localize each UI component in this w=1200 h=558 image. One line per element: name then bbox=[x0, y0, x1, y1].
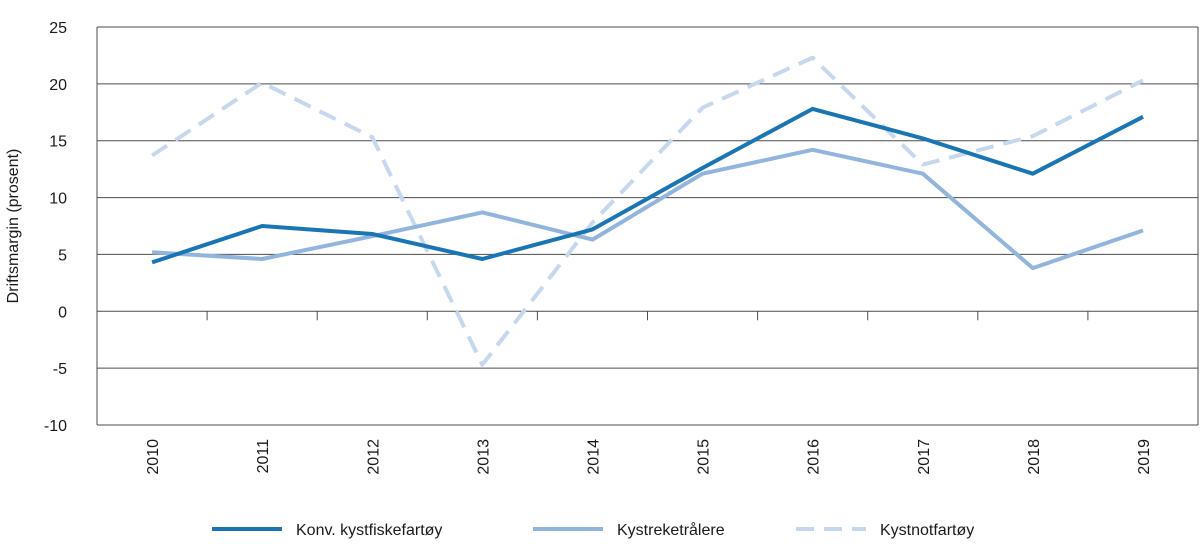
x-tick-label: 2012 bbox=[365, 439, 382, 475]
y-tick-label: -5 bbox=[53, 361, 67, 378]
legend-label-2: Kystreketrålere bbox=[617, 521, 725, 539]
x-tick-label: 2013 bbox=[475, 439, 492, 475]
x-tick-label: 2011 bbox=[255, 439, 272, 474]
y-tick-label: -10 bbox=[44, 418, 67, 435]
y-tick-label: 5 bbox=[58, 247, 67, 264]
series-lines bbox=[150, 55, 1144, 367]
x-tick-label: 2016 bbox=[806, 439, 823, 475]
x-tick-label: 2018 bbox=[1026, 439, 1043, 475]
x-tick-label: 2010 bbox=[145, 439, 162, 475]
y-tick-label: 25 bbox=[49, 20, 67, 37]
series-line-3 bbox=[150, 55, 1144, 367]
x-tick-label: 2015 bbox=[696, 439, 713, 475]
series-line-1 bbox=[151, 106, 1144, 265]
x-axis-ticks: 2010 2011 2012 2013 2014 2015 2016 2017 2018 2019 bbox=[145, 439, 1153, 475]
y-tick-label: 20 bbox=[49, 77, 67, 94]
y-axis-ticks: 25 20 15 10 5 0 -5 -10 bbox=[44, 20, 67, 435]
legend-label-1: Konv. kystfiskefartøy bbox=[296, 522, 442, 539]
x-tick-label: 2014 bbox=[585, 439, 602, 475]
axes bbox=[96, 27, 1199, 425]
y-tick-label: 0 bbox=[58, 304, 67, 321]
y-tick-label: 10 bbox=[49, 191, 67, 208]
legend: Konv. kystfiskefartøy Kystreketrålere Kyst… bbox=[212, 521, 974, 539]
series-line-2 bbox=[151, 147, 1144, 271]
y-axis-title: Driftsmargin (prosent) bbox=[5, 149, 22, 304]
x-tick-label: 2017 bbox=[916, 439, 933, 475]
x-tick-label: 2019 bbox=[1136, 439, 1153, 475]
y-tick-label: 15 bbox=[49, 134, 67, 151]
legend-label-3: Kystnotfartøy bbox=[880, 522, 974, 539]
